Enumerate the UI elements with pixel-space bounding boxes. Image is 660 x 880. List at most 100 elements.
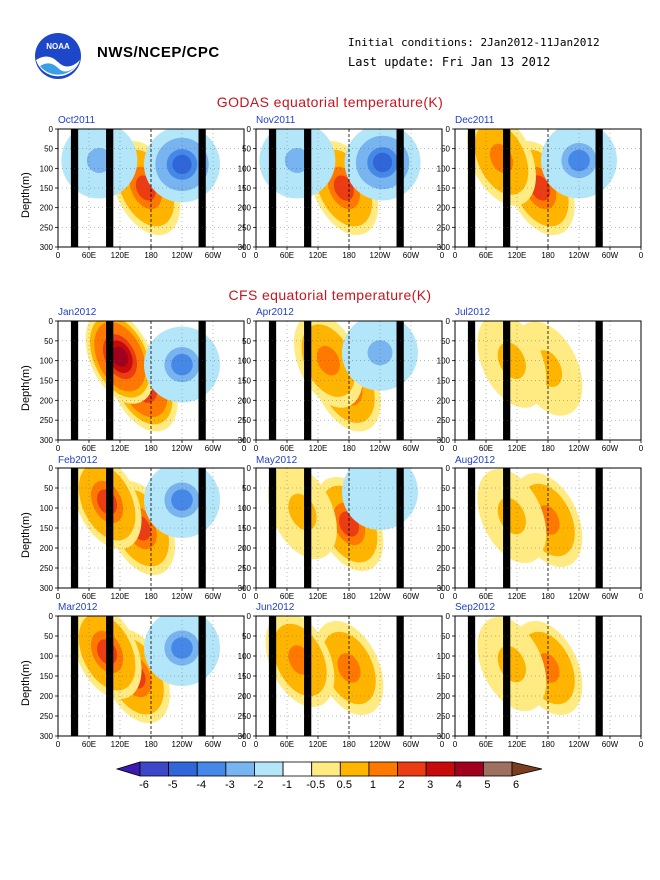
y-tick-label: 200 [40,204,54,213]
y-tick-label: 150 [437,524,451,533]
x-tick-label: 60W [205,740,222,749]
x-tick-label: 120E [309,592,328,601]
y-tick-label: 0 [446,125,451,134]
panel-title: May2012 [256,455,298,466]
org-name: NWS/NCEP/CPC [97,44,220,61]
last-update: Last update: Fri Jan 13 2012 [348,55,551,69]
x-tick-label: 180 [342,251,356,260]
x-tick-label: 0 [242,592,247,601]
y-tick-label: 250 [437,223,451,232]
x-tick-label: 180 [144,444,158,453]
y-tick-label: 0 [247,317,252,326]
x-tick-label: 120E [111,740,130,749]
x-tick-label: 60W [403,740,420,749]
x-tick-label: 60E [280,444,294,453]
x-tick-label: 120E [309,444,328,453]
x-tick-label: 60E [280,592,294,601]
x-tick-label: 0 [254,251,259,260]
y-tick-label: 250 [40,223,54,232]
y-tick-label: 150 [40,672,54,681]
y-tick-label: 0 [49,612,54,621]
y-tick-label: 200 [437,204,451,213]
x-tick-label: 60W [205,251,222,260]
x-tick-label: 180 [342,592,356,601]
x-tick-label: 60W [602,444,619,453]
warm-anomaly-contour [111,346,129,367]
y-tick-label: 300 [437,584,451,593]
panel-title: Aug2012 [455,455,496,466]
y-tick-label: 300 [238,732,252,741]
cold-anomaly-contour [568,149,590,172]
x-tick-label: 0 [440,592,445,601]
colorbar-label: 0.5 [337,779,352,791]
y-tick-label: 100 [40,652,54,661]
colorbar-label: 4 [456,779,462,791]
x-tick-label: 120W [172,592,193,601]
y-tick-label: 200 [238,544,252,553]
y-tick-label: 150 [40,524,54,533]
land-mask [503,129,511,247]
y-tick-label: 0 [247,464,252,473]
y-tick-label: 250 [437,712,451,721]
cold-anomaly-contour [372,152,393,173]
x-tick-label: 120E [309,740,328,749]
x-tick-label: 0 [639,740,644,749]
x-tick-label: 120W [172,444,193,453]
x-tick-label: 0 [639,592,644,601]
x-tick-label: 180 [541,592,555,601]
x-tick-label: 180 [144,251,158,260]
y-tick-label: 300 [40,732,54,741]
x-tick-label: 120E [309,251,328,260]
colorbar-segment [454,761,484,777]
y-tick-label: 50 [441,145,450,154]
y-tick-label: 100 [437,504,451,513]
colorbar-label: 2 [398,779,404,791]
x-tick-label: 0 [639,251,644,260]
x-tick-label: 180 [541,740,555,749]
x-tick-label: 0 [254,740,259,749]
panel-title: Feb2012 [58,455,98,466]
land-mask [304,129,312,247]
x-tick-label: 120W [172,740,193,749]
y-tick-label: 150 [40,377,54,386]
x-tick-label: 180 [541,444,555,453]
x-tick-label: 0 [639,444,644,453]
y-tick-label: 100 [437,164,451,173]
panel-title: Jun2012 [256,602,295,613]
land-mask [106,468,114,588]
y-tick-label: 0 [49,317,54,326]
y-tick-label: 50 [242,145,251,154]
y-tick-label: 150 [238,184,252,193]
y-tick-label: 250 [238,223,252,232]
x-tick-label: 120W [569,444,590,453]
y-tick-label: 50 [44,632,53,641]
logo-text: NOAA [46,42,70,51]
x-tick-label: 120W [569,740,590,749]
x-tick-label: 60W [602,592,619,601]
x-tick-label: 0 [56,444,61,453]
panel-title: Oct2011 [58,115,96,126]
y-tick-label: 300 [437,732,451,741]
colorbar-segment [282,761,313,777]
x-tick-label: 120E [111,251,130,260]
x-tick-label: 180 [342,444,356,453]
x-tick-label: 60E [82,740,96,749]
x-tick-label: 60E [82,592,96,601]
x-tick-label: 60E [82,444,96,453]
colorbar-min-arrow [115,761,141,777]
colorbar-segment [311,761,341,777]
y-tick-label: 50 [441,632,450,641]
y-tick-label: 300 [437,243,451,252]
x-tick-label: 0 [242,444,247,453]
cold-anomaly-contour [86,147,112,173]
y-tick-label: 250 [238,564,252,573]
x-tick-label: 0 [56,740,61,749]
y-tick-label: 250 [437,564,451,573]
land-mask [106,129,114,247]
y-tick-label: 50 [242,484,251,493]
